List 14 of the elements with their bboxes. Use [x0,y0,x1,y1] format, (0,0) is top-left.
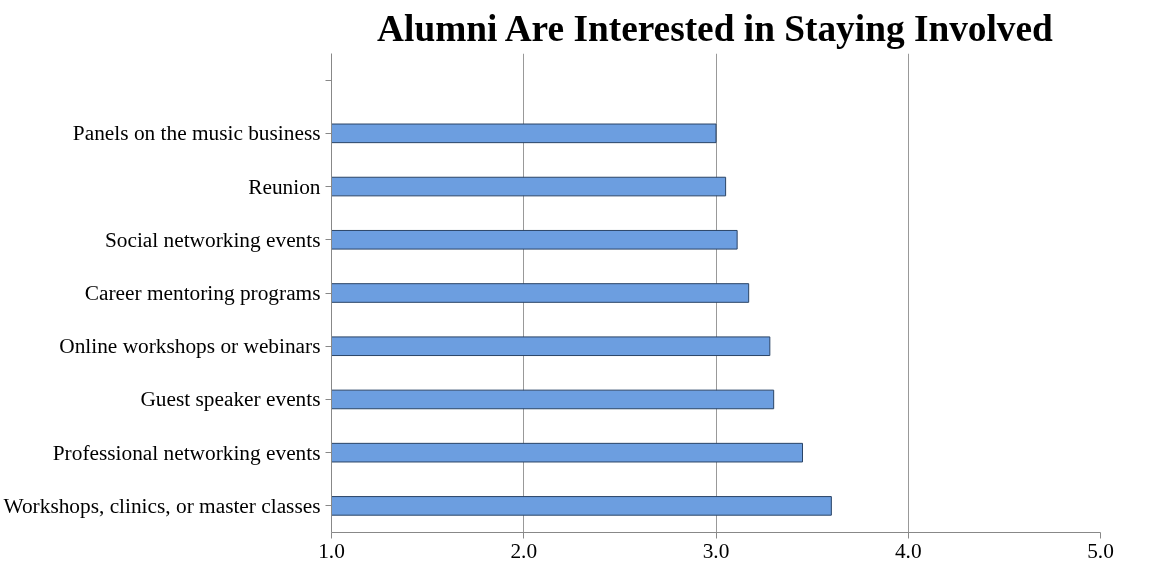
x-tick-label: 3.0 [702,538,730,563]
x-tick-label: 4.0 [894,538,922,563]
y-tick-label: Panels on the music business [72,121,321,146]
x-tick-label: 1.0 [318,538,345,563]
x-tick-label: 5.0 [1087,538,1114,563]
y-tick-label: Online workshops or webinars [59,334,321,359]
y-tick-label: Social networking events [104,227,321,252]
x-tick-label: 2.0 [510,538,538,563]
y-tick-label: Workshops, clinics, or master classes [3,493,321,518]
y-tick-label: Career mentoring programs [84,281,321,305]
chart-title: Alumni Are Interested in Staying Involved [377,7,1054,49]
y-tick-label: Professional networking events [52,440,321,465]
y-tick-label: Guest speaker events [140,387,321,412]
y-tick-label: Reunion [248,174,321,199]
